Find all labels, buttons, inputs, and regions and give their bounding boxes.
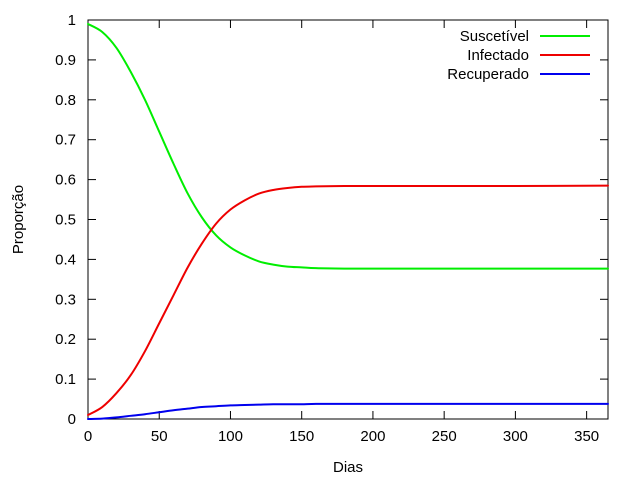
x-tick-label: 100 [218,428,243,445]
x-tick-label: 300 [503,428,528,445]
series-line-recuperado [87,402,609,420]
y-tick-label: 0.4 [55,251,76,268]
x-tick-label: 250 [432,428,457,445]
y-tick-label: 0.2 [55,331,76,348]
x-tick-label: 200 [360,428,385,445]
y-tick-label: 0 [68,411,76,428]
y-tick-label: 1 [68,12,76,29]
x-tick-label: 50 [151,428,168,445]
series-layer [87,22,609,420]
x-tick-label: 150 [289,428,314,445]
y-tick-label: 0.9 [55,52,76,69]
x-tick-label: 350 [574,428,599,445]
x-axis-label: Dias [333,459,363,476]
plot-frame [87,19,609,420]
y-tick-label: 0.8 [55,92,76,109]
y-axis-label: Proporção [10,185,27,254]
x-tick-label: 0 [84,428,92,445]
axes: 0 50 100 150 200 250 300 350 0 0.1 0.2 0.3 0.4 0.5 0.6… [55,12,609,445]
legend-label-suscetivel: Suscetível [460,28,529,45]
y-tick-label: 0.6 [55,172,76,189]
y-tick-label: 0.7 [55,132,76,149]
y-tick-label: 0.1 [55,371,76,388]
legend-label-infectado: Infectado [467,47,529,64]
series-line-infectado [87,184,609,417]
y-tick-label: 0.3 [55,291,76,308]
legend: Suscetível Infectado Recuperado [447,28,590,83]
legend-label-recuperado: Recuperado [447,66,529,83]
y-tick-label: 0.5 [55,212,76,229]
series-line-suscetivel [87,22,609,270]
